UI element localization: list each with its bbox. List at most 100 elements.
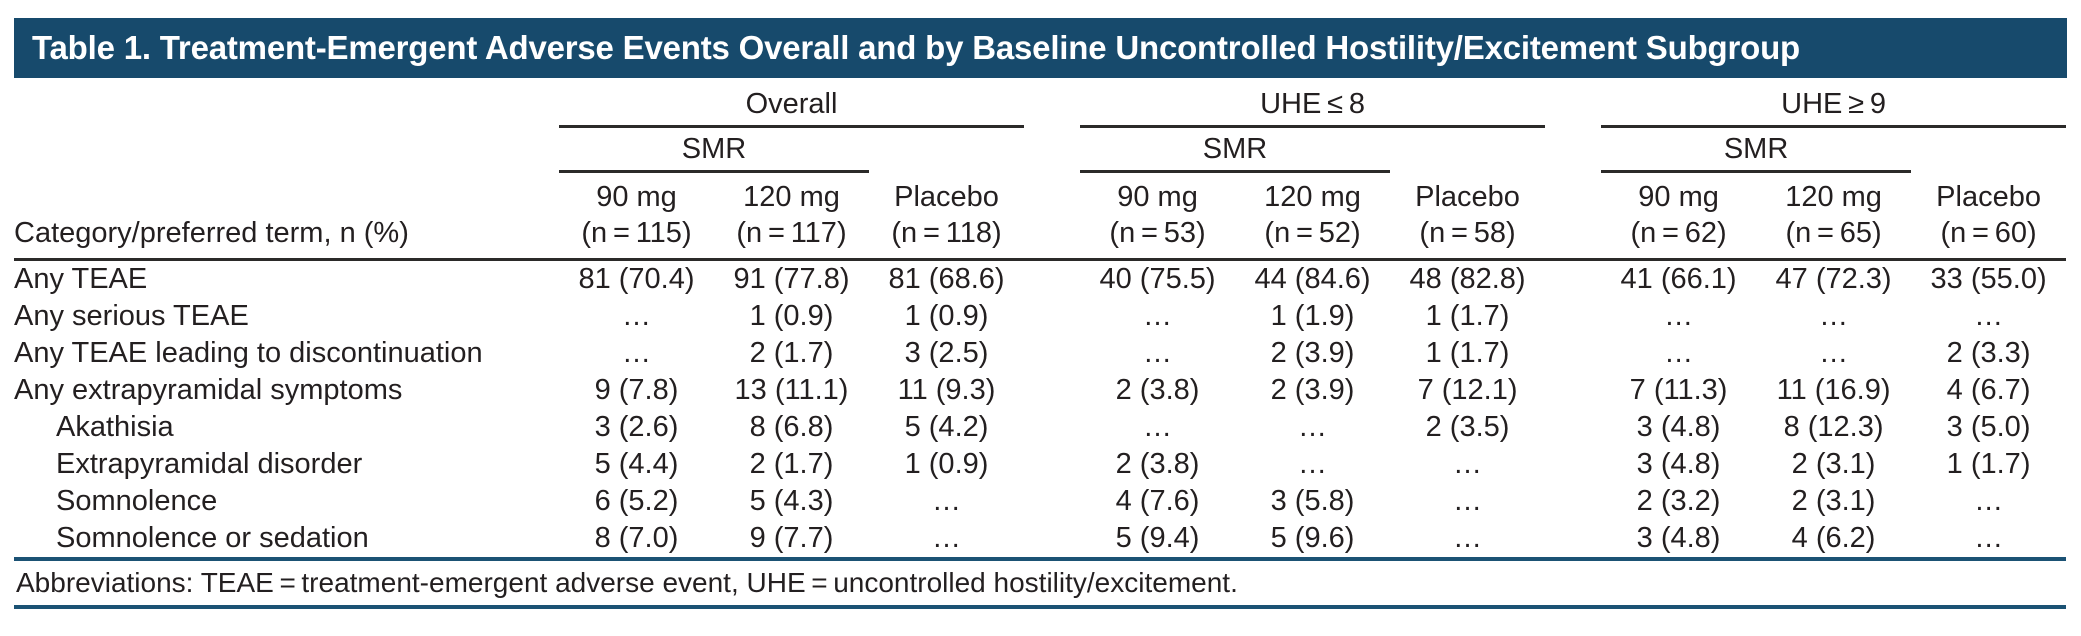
column-gap <box>1024 127 1080 172</box>
table-row-any-serious-teae: Any serious TEAE … 1 (0.9) 1 (0.9) … 1 (… <box>14 298 2066 335</box>
table-cell: … <box>622 300 651 332</box>
column-gap <box>1024 215 1081 261</box>
table-cell: 1 (1.9) <box>1270 300 1355 332</box>
column-header-dose: 90 mg <box>1117 181 1198 213</box>
table-cell: 13 (11.1) <box>734 374 849 406</box>
table-cell: 2 (3.9) <box>1270 374 1355 406</box>
column-header-dose: 90 mg <box>1638 181 1719 213</box>
row-label: Any TEAE <box>14 263 148 295</box>
table-cell: … <box>1974 522 2004 554</box>
table-cell: 5 (4.3) <box>749 485 834 517</box>
table-cell: … <box>1298 411 1328 443</box>
divider-rule-top <box>14 557 2066 561</box>
adverse-events-table: Overall UHE ≤ 8 UHE ≥ 9 SMR SMR SMR 90 m… <box>14 78 2067 557</box>
table-cell: … <box>622 337 651 369</box>
table-cell: 2 (1.7) <box>749 448 834 480</box>
column-gap <box>1545 215 1602 261</box>
row-label: Any TEAE leading to discontinuation <box>14 337 483 369</box>
row-label: Any serious TEAE <box>14 300 249 332</box>
table-cell: 3 (4.8) <box>1636 411 1721 443</box>
smr-header-uhe-le-8: SMR <box>1080 126 1391 173</box>
table-cell: 2 (3.5) <box>1425 411 1510 443</box>
column-header-dose: 120 mg <box>743 181 840 213</box>
column-header-n: (n = 52) <box>1235 215 1391 261</box>
table-cell: 81 (70.4) <box>578 263 695 295</box>
column-gap <box>1024 78 1080 127</box>
table-cell: 2 (3.8) <box>1115 448 1200 480</box>
column-header-dose: Placebo <box>1415 181 1520 213</box>
smr-spacer <box>1390 127 1545 172</box>
table-cell: 6 (5.2) <box>594 485 679 517</box>
table-cell: 47 (72.3) <box>1775 263 1892 295</box>
table-cell: 41 (66.1) <box>1620 263 1737 295</box>
table-cell: 4 (6.2) <box>1791 522 1876 554</box>
table-cell: … <box>1664 300 1694 332</box>
n-header-row: Category/preferred term, n (%) (n = 115)… <box>14 215 2067 261</box>
table-cell: 3 (4.8) <box>1636 522 1721 554</box>
table-cell: … <box>1143 337 1173 369</box>
table-cell: … <box>932 485 962 517</box>
column-gap <box>1545 78 1601 127</box>
column-gap <box>1545 372 1601 409</box>
column-gap <box>1024 372 1080 409</box>
table-cell: 11 (9.3) <box>897 374 996 406</box>
table-title-bar: Table 1. Treatment-Emergent Adverse Even… <box>14 18 2067 78</box>
table-cell: 3 (5.0) <box>1946 411 2031 443</box>
group-header-overall: Overall <box>559 78 1025 128</box>
table-title: Table 1. Treatment-Emergent Adverse Even… <box>32 29 1800 66</box>
table-cell: 7 (12.1) <box>1417 374 1518 406</box>
column-header-n: (n = 65) <box>1756 215 1912 261</box>
stub-spacer <box>14 172 559 216</box>
table-cell: 2 (3.1) <box>1791 485 1876 517</box>
column-gap <box>1545 298 1601 335</box>
divider-rule-bottom <box>14 605 2066 609</box>
column-gap <box>1545 409 1601 446</box>
column-gap <box>1545 127 1601 172</box>
table-cell: 8 (6.8) <box>749 411 834 443</box>
table-cell: … <box>1453 522 1483 554</box>
smr-header-row: SMR SMR SMR <box>14 126 2066 173</box>
column-header-n: (n = 60) <box>1911 215 2067 261</box>
column-gap <box>1024 172 1080 216</box>
row-label: Akathisia <box>56 411 174 443</box>
table-cell: 1 (0.9) <box>904 448 989 480</box>
group-header-uhe-ge-9: UHE ≥ 9 <box>1601 78 2067 128</box>
column-header-n: (n = 118) <box>869 215 1025 261</box>
column-gap <box>1545 335 1601 372</box>
column-header-dose: Placebo <box>894 181 999 213</box>
row-label: Somnolence <box>56 485 218 517</box>
table-cell: 4 (6.7) <box>1946 374 2031 406</box>
table-cell: 1 (0.9) <box>749 300 834 332</box>
abbreviations-footnote: Abbreviations: TEAE = treatment-emergent… <box>16 567 1238 598</box>
table-cell: 3 (2.6) <box>594 411 679 443</box>
table-row-extrapyramidal-symptoms: Any extrapyramidal symptoms 9 (7.8) 13 (… <box>14 372 2066 409</box>
table-cell: 40 (75.5) <box>1099 263 1216 295</box>
column-header-dose: 120 mg <box>1264 181 1361 213</box>
column-gap <box>1024 520 1080 557</box>
column-header-dose: 90 mg <box>596 181 677 213</box>
stub-spacer <box>14 78 559 127</box>
table-cell: … <box>932 522 962 554</box>
column-header-n: (n = 115) <box>559 215 714 261</box>
table-cell: 44 (84.6) <box>1254 263 1371 295</box>
table-cell: 5 (9.6) <box>1270 522 1355 554</box>
smr-spacer <box>1911 127 2066 172</box>
table-cell: 2 (3.2) <box>1636 485 1721 517</box>
table-cell: … <box>1819 337 1849 369</box>
smr-header-overall: SMR <box>559 126 869 173</box>
column-gap <box>1545 172 1601 216</box>
table-cell: 8 (7.0) <box>594 522 679 554</box>
table-cell: 5 (9.4) <box>1115 522 1200 554</box>
table-cell: 11 (16.9) <box>1776 374 1891 406</box>
table-cell: 3 (5.8) <box>1270 485 1355 517</box>
dose-header-row: 90 mg 120 mg Placebo 90 mg 120 mg Placeb… <box>14 172 2066 216</box>
table-cell: 33 (55.0) <box>1930 263 2047 295</box>
column-gap <box>1024 446 1080 483</box>
row-label: Any extrapyramidal symptoms <box>14 374 403 406</box>
table-cell: 81 (68.6) <box>888 263 1005 295</box>
page: Table 1. Treatment-Emergent Adverse Even… <box>14 18 2067 609</box>
table-cell: … <box>1143 300 1173 332</box>
column-gap <box>1024 335 1080 372</box>
table-cell: … <box>1143 411 1173 443</box>
table-cell: 7 (11.3) <box>1629 374 1728 406</box>
